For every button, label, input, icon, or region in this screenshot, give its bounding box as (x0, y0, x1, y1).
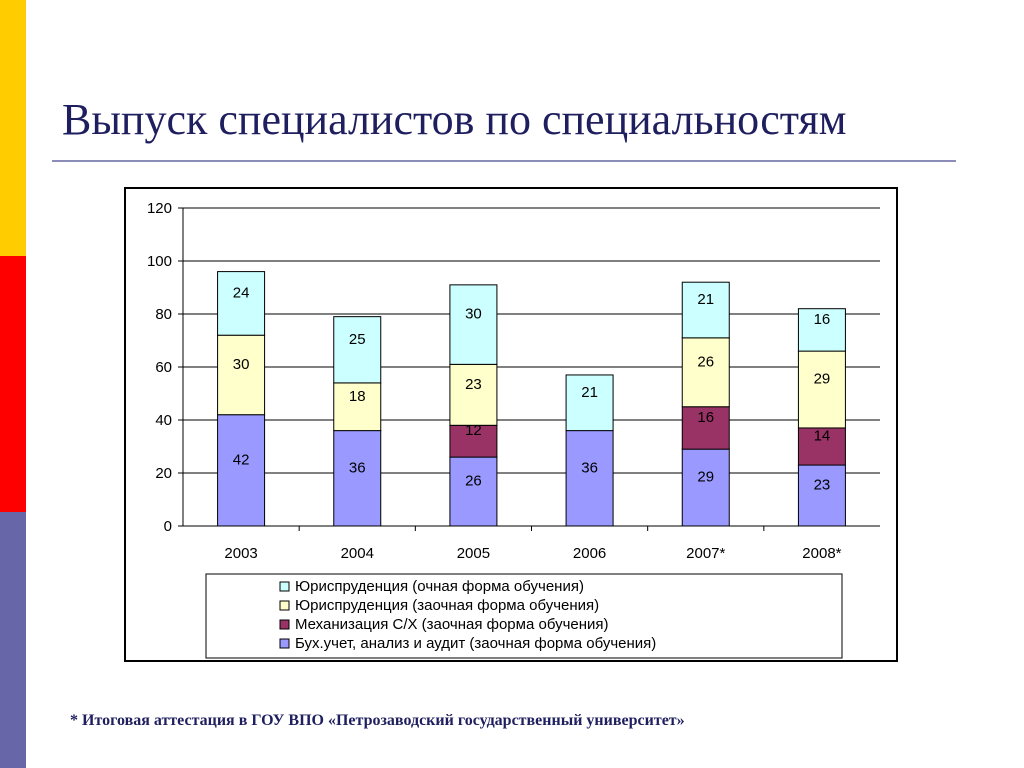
data-label: 21 (697, 291, 714, 308)
bar-segment (565, 430, 614, 527)
bar-segment (681, 281, 730, 339)
y-tick-label: 120 (147, 200, 172, 217)
data-label: 29 (697, 469, 714, 486)
bar-segment (449, 363, 498, 426)
bar-segment (797, 308, 846, 352)
accent-stripe-red (0, 256, 26, 512)
data-label: 30 (233, 356, 250, 373)
x-tick-label: 2003 (224, 545, 257, 562)
legend-swatch (279, 581, 290, 592)
data-label: 26 (465, 473, 482, 490)
y-tick-label: 0 (164, 518, 172, 535)
data-label: 23 (465, 376, 482, 393)
legend-swatch (279, 619, 290, 630)
data-label: 23 (814, 477, 831, 494)
data-label: 36 (349, 459, 366, 476)
data-label: 42 (233, 451, 250, 468)
legend-label: Юриспруденция (заочная форма обучения) (295, 597, 599, 614)
legend-swatch (279, 600, 290, 611)
bar-segment (449, 284, 498, 365)
data-label: 14 (814, 428, 831, 445)
title-divider (52, 160, 956, 162)
bar-segment (217, 414, 266, 527)
data-label: 16 (697, 409, 714, 426)
slide-title: Выпуск специалистов по специальностям (62, 95, 847, 144)
y-tick-label: 60 (155, 359, 172, 376)
bar-segment (333, 430, 382, 527)
data-label: 12 (465, 422, 482, 439)
bar-segment (565, 374, 614, 432)
legend-label: Бух.учет, анализ и аудит (заочная форма … (295, 635, 656, 652)
bar-segment (797, 350, 846, 429)
data-label: 26 (697, 353, 714, 370)
y-tick-label: 100 (147, 253, 172, 270)
accent-stripe-yellow (0, 0, 26, 256)
bar-segment (333, 316, 382, 384)
data-label: 16 (814, 311, 831, 328)
data-label: 18 (349, 388, 366, 405)
y-tick-label: 20 (155, 465, 172, 482)
bar-segment (217, 334, 266, 416)
y-tick-label: 40 (155, 412, 172, 429)
legend-box (205, 573, 843, 659)
x-tick-label: 2006 (573, 545, 606, 562)
x-tick-label: 2007* (686, 545, 725, 562)
accent-stripe-blue (0, 512, 26, 768)
stacked-bar-chart: 0 20 40 60 80 100 120 42 30 24 2003 36 18 25 2004 26 12 2… (147, 200, 880, 659)
bar-segment (217, 271, 266, 336)
bar-segment (681, 448, 730, 527)
bar-segment (681, 337, 730, 408)
legend-swatch (279, 638, 290, 649)
data-label: 24 (233, 284, 250, 301)
legend-label: Механизация С/Х (заочная форма обучения) (295, 616, 609, 633)
bar-segment (449, 424, 498, 458)
bar-segment (449, 456, 498, 527)
data-label: 30 (465, 306, 482, 323)
y-tick-label: 80 (155, 306, 172, 323)
data-label: 29 (814, 371, 831, 388)
legend-label: Юриспруденция (очная форма обучения) (295, 578, 584, 595)
chart-frame: 0 20 40 60 80 100 120 42 30 24 2003 36 18 25 2004 26 12 2… (124, 187, 898, 662)
x-tick-label: 2005 (457, 545, 490, 562)
x-tick-label: 2004 (341, 545, 374, 562)
bar-segment (681, 406, 730, 450)
data-label: 36 (581, 459, 598, 476)
data-label: 21 (581, 384, 598, 401)
data-label: 25 (349, 331, 366, 348)
bar-segment (797, 464, 846, 527)
x-tick-label: 2008* (802, 545, 841, 562)
footnote: * Итоговая аттестация в ГОУ ВПО «Петроза… (70, 712, 685, 729)
bar-segment (797, 427, 846, 466)
